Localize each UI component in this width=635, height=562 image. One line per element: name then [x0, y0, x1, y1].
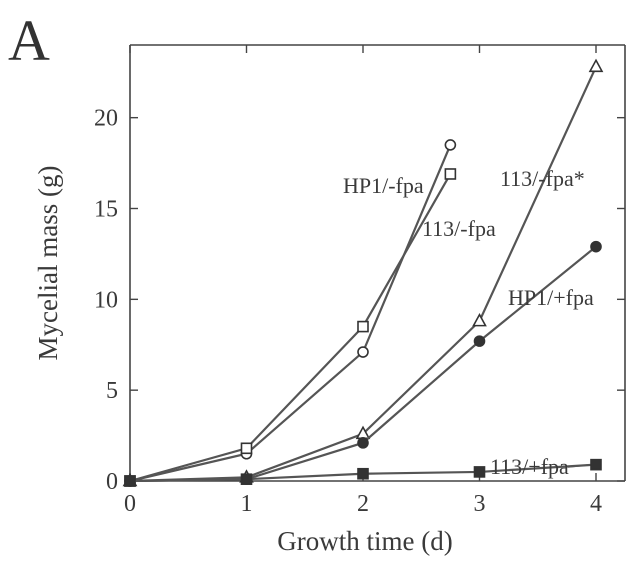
series-3-point-4 [590, 240, 602, 253]
series-line-1 [129, 173, 452, 483]
series-3 [124, 240, 602, 487]
label-hp1-minus-fpa: HP1/-fpa [343, 173, 424, 198]
panel-label: A [8, 8, 50, 73]
y-tick-label-3: 15 [94, 197, 118, 223]
series-3-point-3 [473, 335, 486, 347]
series-0-point-3 [444, 139, 457, 151]
label-113-plus-fpa-leader [567, 464, 589, 468]
series-4-point-3 [473, 466, 486, 478]
x-tick-label-1: 1 [241, 491, 253, 517]
series-3-point-2 [357, 437, 369, 449]
series-4 [124, 458, 602, 487]
series-2 [122, 58, 604, 487]
x-tick-label-2: 2 [357, 491, 369, 517]
series-1-point-1 [240, 442, 253, 455]
label-113-plus-fpa: 113/+fpa [490, 454, 569, 479]
series-1 [124, 168, 457, 487]
y-tick-label-1: 5 [106, 378, 118, 404]
series-4-point-1 [240, 473, 253, 485]
x-axis-title: Growth time (d) [277, 526, 452, 556]
x-tick-label-3: 3 [474, 491, 486, 517]
y-tick-label-0: 0 [106, 469, 118, 495]
label-113-minus-fpa-star: 113/-fpa* [500, 166, 585, 191]
y-tick-label-2: 10 [94, 287, 118, 313]
series-4-point-2 [357, 467, 369, 480]
series-1-point-2 [357, 320, 369, 333]
series-labels: HP1/-fpa 113/-fpa 113/-fpa* HP1/+fpa 113… [343, 166, 594, 479]
x-tick-label-4: 4 [590, 491, 602, 517]
axes [129, 44, 626, 482]
x-tick-label-0: 0 [124, 491, 136, 517]
series-4-point-4 [590, 458, 602, 471]
series-layer [122, 58, 604, 487]
series-2-point-4 [588, 58, 604, 73]
series-4-point-0 [124, 475, 136, 487]
label-hp1-plus-fpa: HP1/+fpa [508, 285, 594, 310]
label-113-minus-fpa: 113/-fpa [422, 216, 496, 241]
y-axis-title: Mycelial mass (g) [33, 166, 63, 361]
y-tick-label-4: 20 [94, 106, 118, 132]
series-line-2 [129, 66, 598, 483]
series-2-point-3 [472, 312, 487, 327]
series-0-point-2 [357, 346, 369, 358]
series-1-point-3 [444, 168, 457, 180]
